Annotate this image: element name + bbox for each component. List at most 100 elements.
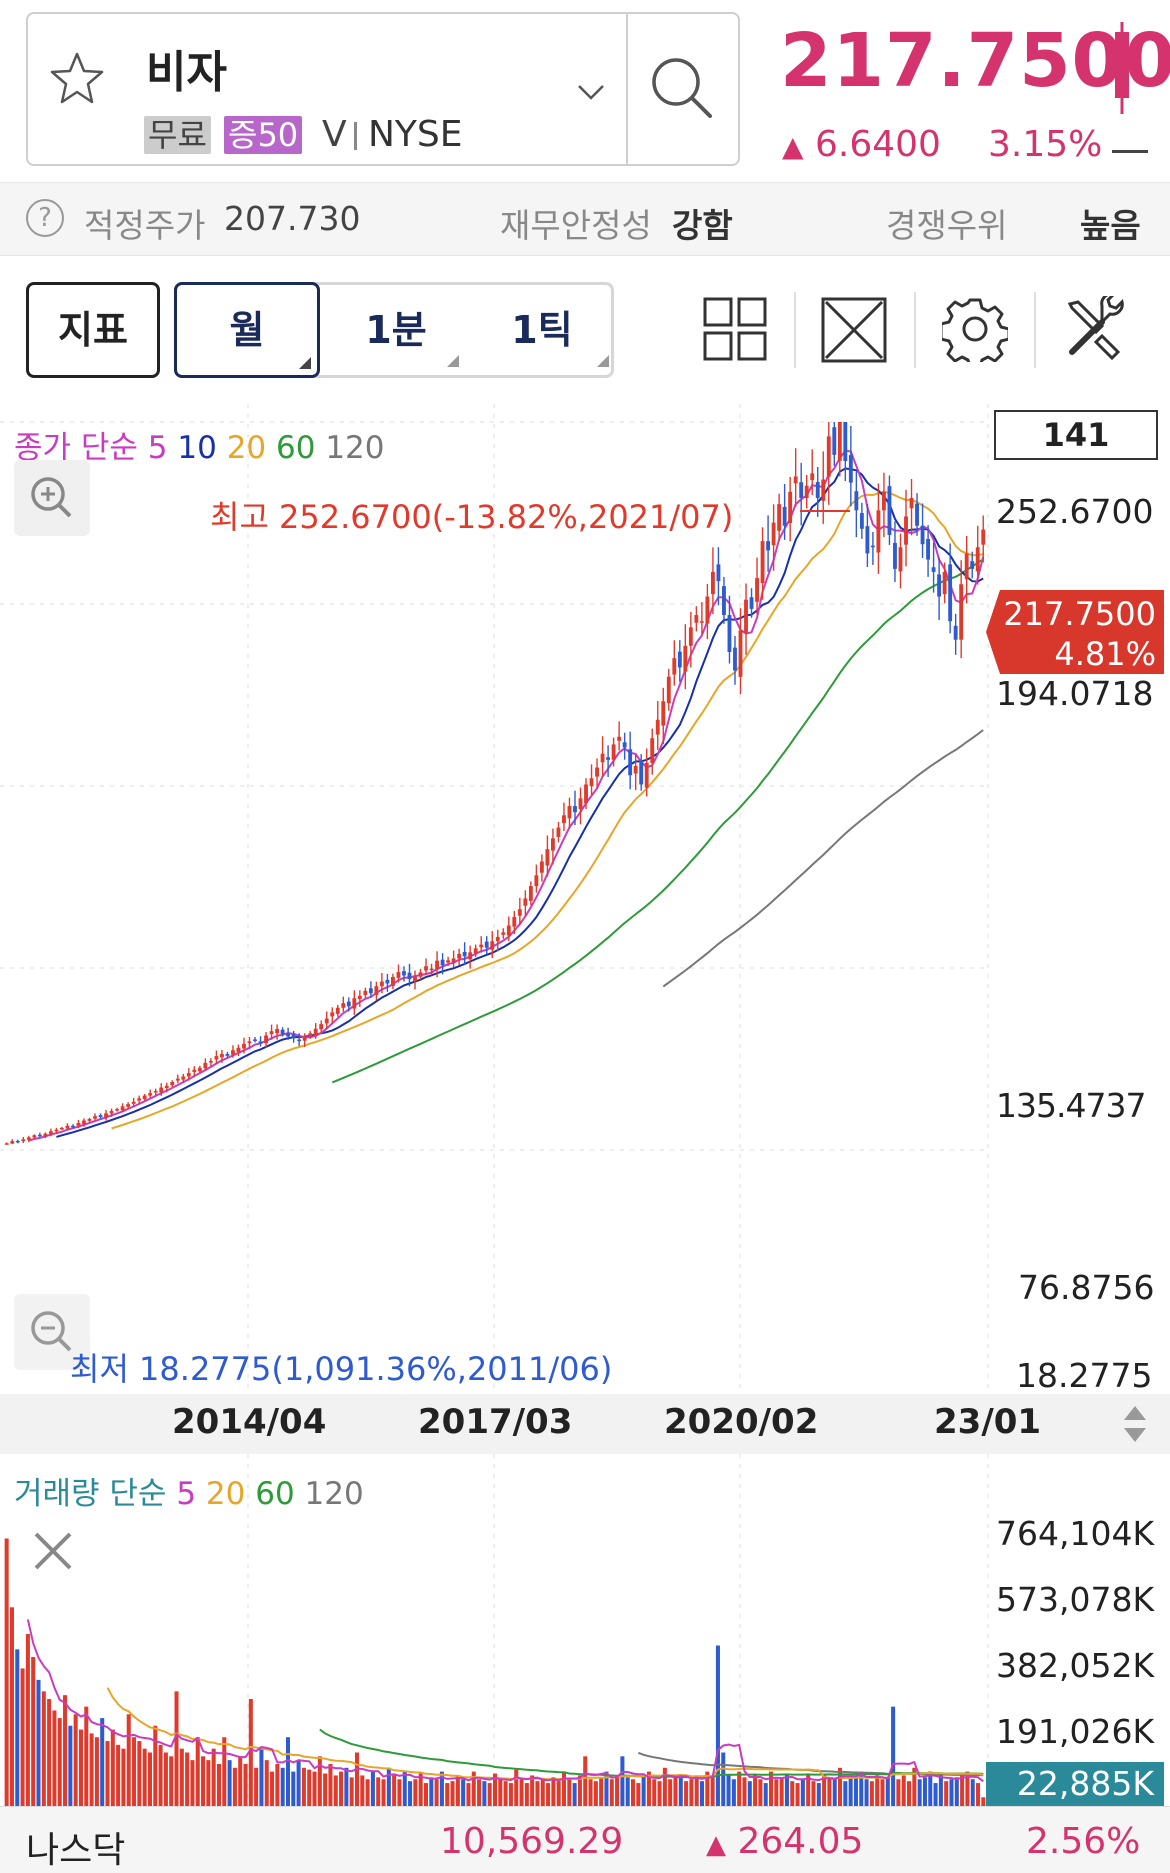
volume-bar [423,1783,429,1806]
volume-bar [747,1781,752,1806]
volume-bar [116,1744,121,1806]
volume-bar [280,1767,285,1806]
candle [931,567,936,572]
candle [589,778,594,787]
volume-bar [386,1767,391,1806]
help-icon[interactable]: ? [26,199,64,237]
x-tick: 23/01 [934,1402,1042,1442]
layout-grid-icon[interactable] [702,296,768,362]
candle [793,476,798,484]
tools-icon[interactable] [1062,296,1128,362]
volume-bar [928,1771,933,1806]
candle [694,615,699,623]
volume-bar [715,1645,720,1806]
volume-bar [822,1775,827,1806]
candle [550,838,555,851]
candle [716,564,721,582]
last-volume-tag: 22,885K [986,1762,1164,1806]
candle [788,491,793,524]
stock-selector[interactable]: 비자 무료 증50 V NYSE [26,12,740,166]
volume-bar [609,1779,614,1806]
info-strip: ? 적정주가 207.730 재무안정성 강함 경쟁우위 높음 [0,182,1170,256]
resize-handle-icon[interactable] [1120,1402,1150,1446]
period-selector: 월 1분 1틱 [174,282,614,378]
chevron-down-icon[interactable] [576,82,606,102]
volume-bar [795,1783,800,1806]
y-tick: 18.2775 [1016,1356,1153,1395]
candle [893,542,897,569]
volume-bar [604,1771,609,1806]
index-ticker-bar[interactable]: 나스닥 10,569.29 ▲ 264.05 2.56% [0,1806,1170,1873]
zoom-in-button[interactable] [14,460,90,536]
volume-ma5-line [26,1619,984,1783]
volume-bar [57,1718,62,1806]
volume-bars [4,1538,986,1806]
volume-bar [843,1781,848,1806]
candle [280,1029,285,1034]
volume-bar [885,1777,890,1806]
volume-bar [784,1775,789,1806]
price-chart[interactable] [0,404,1170,1394]
candle [214,1056,219,1060]
candle [197,1067,202,1072]
indicator-button[interactable]: 지표 [26,282,160,378]
period-1tick-button[interactable]: 1틱 [469,285,615,375]
price-chart-panel[interactable]: 종가 단순 5 10 20 60 120 141 최고 252.6700(-13… [0,404,1170,1395]
candle [837,422,842,461]
period-1min-button[interactable]: 1분 [323,285,469,375]
volume-bar [662,1767,667,1806]
x-tick: 2014/04 [172,1402,327,1442]
candle [363,990,368,995]
candle [142,1095,147,1100]
volume-chart[interactable] [0,1454,1170,1806]
candle [909,497,914,509]
price-legend: 종가 단순 5 10 20 60 120 [14,422,385,467]
candle [164,1085,169,1089]
count-box[interactable]: 141 [994,410,1158,460]
candle [804,485,809,498]
volume-bar [944,1781,949,1806]
time-axis[interactable]: 2014/04 2017/03 2020/02 23/01 [0,1394,1170,1454]
candle [859,513,864,529]
volume-bar [838,1767,843,1806]
candle [760,541,765,584]
volume-bar [445,1783,450,1806]
candle [242,1043,246,1049]
volume-bar [742,1777,747,1806]
candle [617,736,622,741]
volume-bar [52,1710,57,1806]
zoom-out-button[interactable] [14,1294,90,1370]
volume-bar [806,1773,811,1806]
volume-bar [811,1781,816,1806]
candle [876,510,881,553]
candle [71,1125,75,1128]
dash-line [1112,150,1148,153]
ma60-line [331,558,984,1084]
star-icon[interactable] [48,50,106,108]
period-month-button[interactable]: 월 [174,282,320,378]
volume-legend-ma60: 60 [255,1476,295,1512]
volume-bar [758,1779,763,1806]
volume-bar [869,1781,874,1806]
close-icon[interactable] [30,1528,76,1574]
volume-bar [577,1775,582,1806]
volume-bar [880,1779,885,1806]
candle [937,574,942,597]
candle [175,1078,180,1081]
search-icon[interactable] [648,54,718,124]
candle [584,784,588,804]
volume-bar [418,1773,423,1806]
gear-icon[interactable] [942,296,1008,362]
volume-chart-panel[interactable]: 거래량 단순 5 20 60 120 764,104K 573,078K 382… [0,1454,1170,1806]
volume-bar [981,1797,986,1806]
volume-bar [312,1771,317,1806]
toolbar: 지표 월 1분 1틱 [0,256,1170,404]
volume-bar [222,1737,227,1806]
fullscreen-icon[interactable] [820,296,888,364]
volume-bar [726,1775,731,1806]
y-tick: 252.6700 [996,492,1154,531]
margin-badge: 증50 [224,116,303,154]
volume-bar [169,1756,174,1806]
volume-bar [615,1775,620,1806]
volume-bar [954,1777,959,1806]
